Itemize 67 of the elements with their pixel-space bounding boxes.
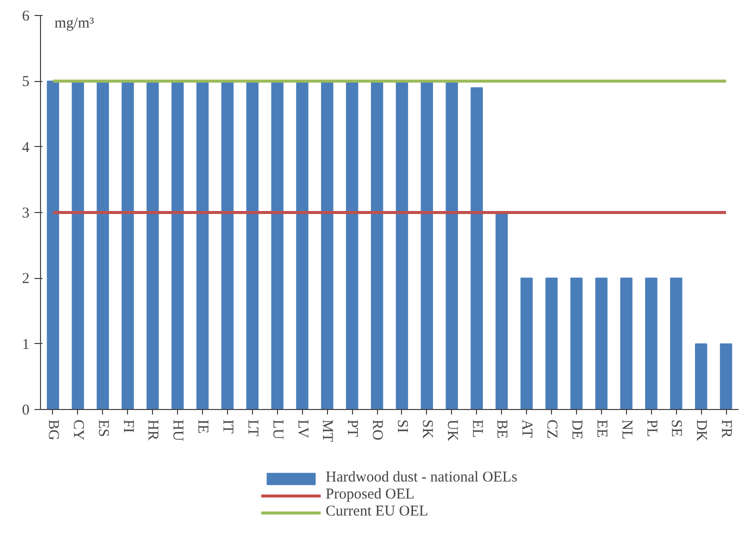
bar [196,80,209,410]
x-tick-label: PL [643,420,660,438]
x-tick-label: DK [693,420,710,442]
y-tick-label: 2 [22,271,30,288]
x-tick-label: IT [219,420,236,434]
bar [221,80,234,410]
bar [246,80,258,410]
bar [496,212,508,410]
bar [420,80,433,410]
x-tick-label: BE [494,420,510,439]
bar [321,80,334,410]
bar [122,80,134,410]
bar [296,80,308,410]
x-tick-label: SE [668,420,684,438]
bar [96,80,109,410]
bar [146,80,159,410]
bar [72,80,84,410]
x-tick-label: SK [418,420,435,439]
bar [695,343,708,410]
x-tick-label: LT [244,420,260,436]
x-tick-label: IE [194,420,211,434]
bar [271,80,284,410]
bar [670,278,682,410]
bar [470,87,483,410]
x-tick-label: FI [120,420,136,433]
bar [720,343,732,410]
x-tick-label: SI [394,420,410,433]
x-tick-label: HU [170,420,186,442]
x-tick-label: UK [444,420,460,442]
x-tick-label: LV [294,420,310,438]
bar [172,80,184,410]
x-tick-label: HR [144,420,161,440]
bar [346,80,358,410]
y-tick-label: 4 [22,140,30,156]
y-tick-label: 3 [22,206,30,222]
bar [645,278,658,410]
x-tick-label: CZ [544,420,560,439]
x-tick-label: AT [518,420,535,438]
x-tick-label: EL [468,420,485,438]
legend-label: Proposed OEL [326,486,414,504]
x-tick-label: NL [618,420,634,440]
x-tick-label: RO [369,420,386,441]
x-tick-label: FR [718,420,734,438]
x-tick-label: MT [319,420,336,442]
x-tick-label: EE [593,420,610,438]
bar [570,278,583,410]
x-tick-label: PT [344,420,360,438]
y-tick-label: 1 [22,336,30,353]
x-tick-label: BG [44,420,61,441]
legend-label: Hardwood dust - national OELs [326,470,518,486]
bar [595,278,608,410]
bar [370,80,384,410]
y-tick-label: 6 [22,8,30,24]
bar [46,80,60,410]
legend-label: Current EU OEL [326,504,428,520]
bar [620,278,632,410]
bar [446,80,458,410]
y-tick-label: 0 [22,402,30,418]
y-axis-title: mg/m³ [54,16,94,32]
y-tick-label: 5 [22,74,30,90]
x-tick-label: CY [70,420,86,441]
bar [545,278,558,410]
x-tick-label: ES [94,420,111,438]
x-tick-label: DE [568,420,584,440]
bar [520,278,533,410]
bar [396,80,408,410]
x-tick-label: LU [269,420,286,440]
